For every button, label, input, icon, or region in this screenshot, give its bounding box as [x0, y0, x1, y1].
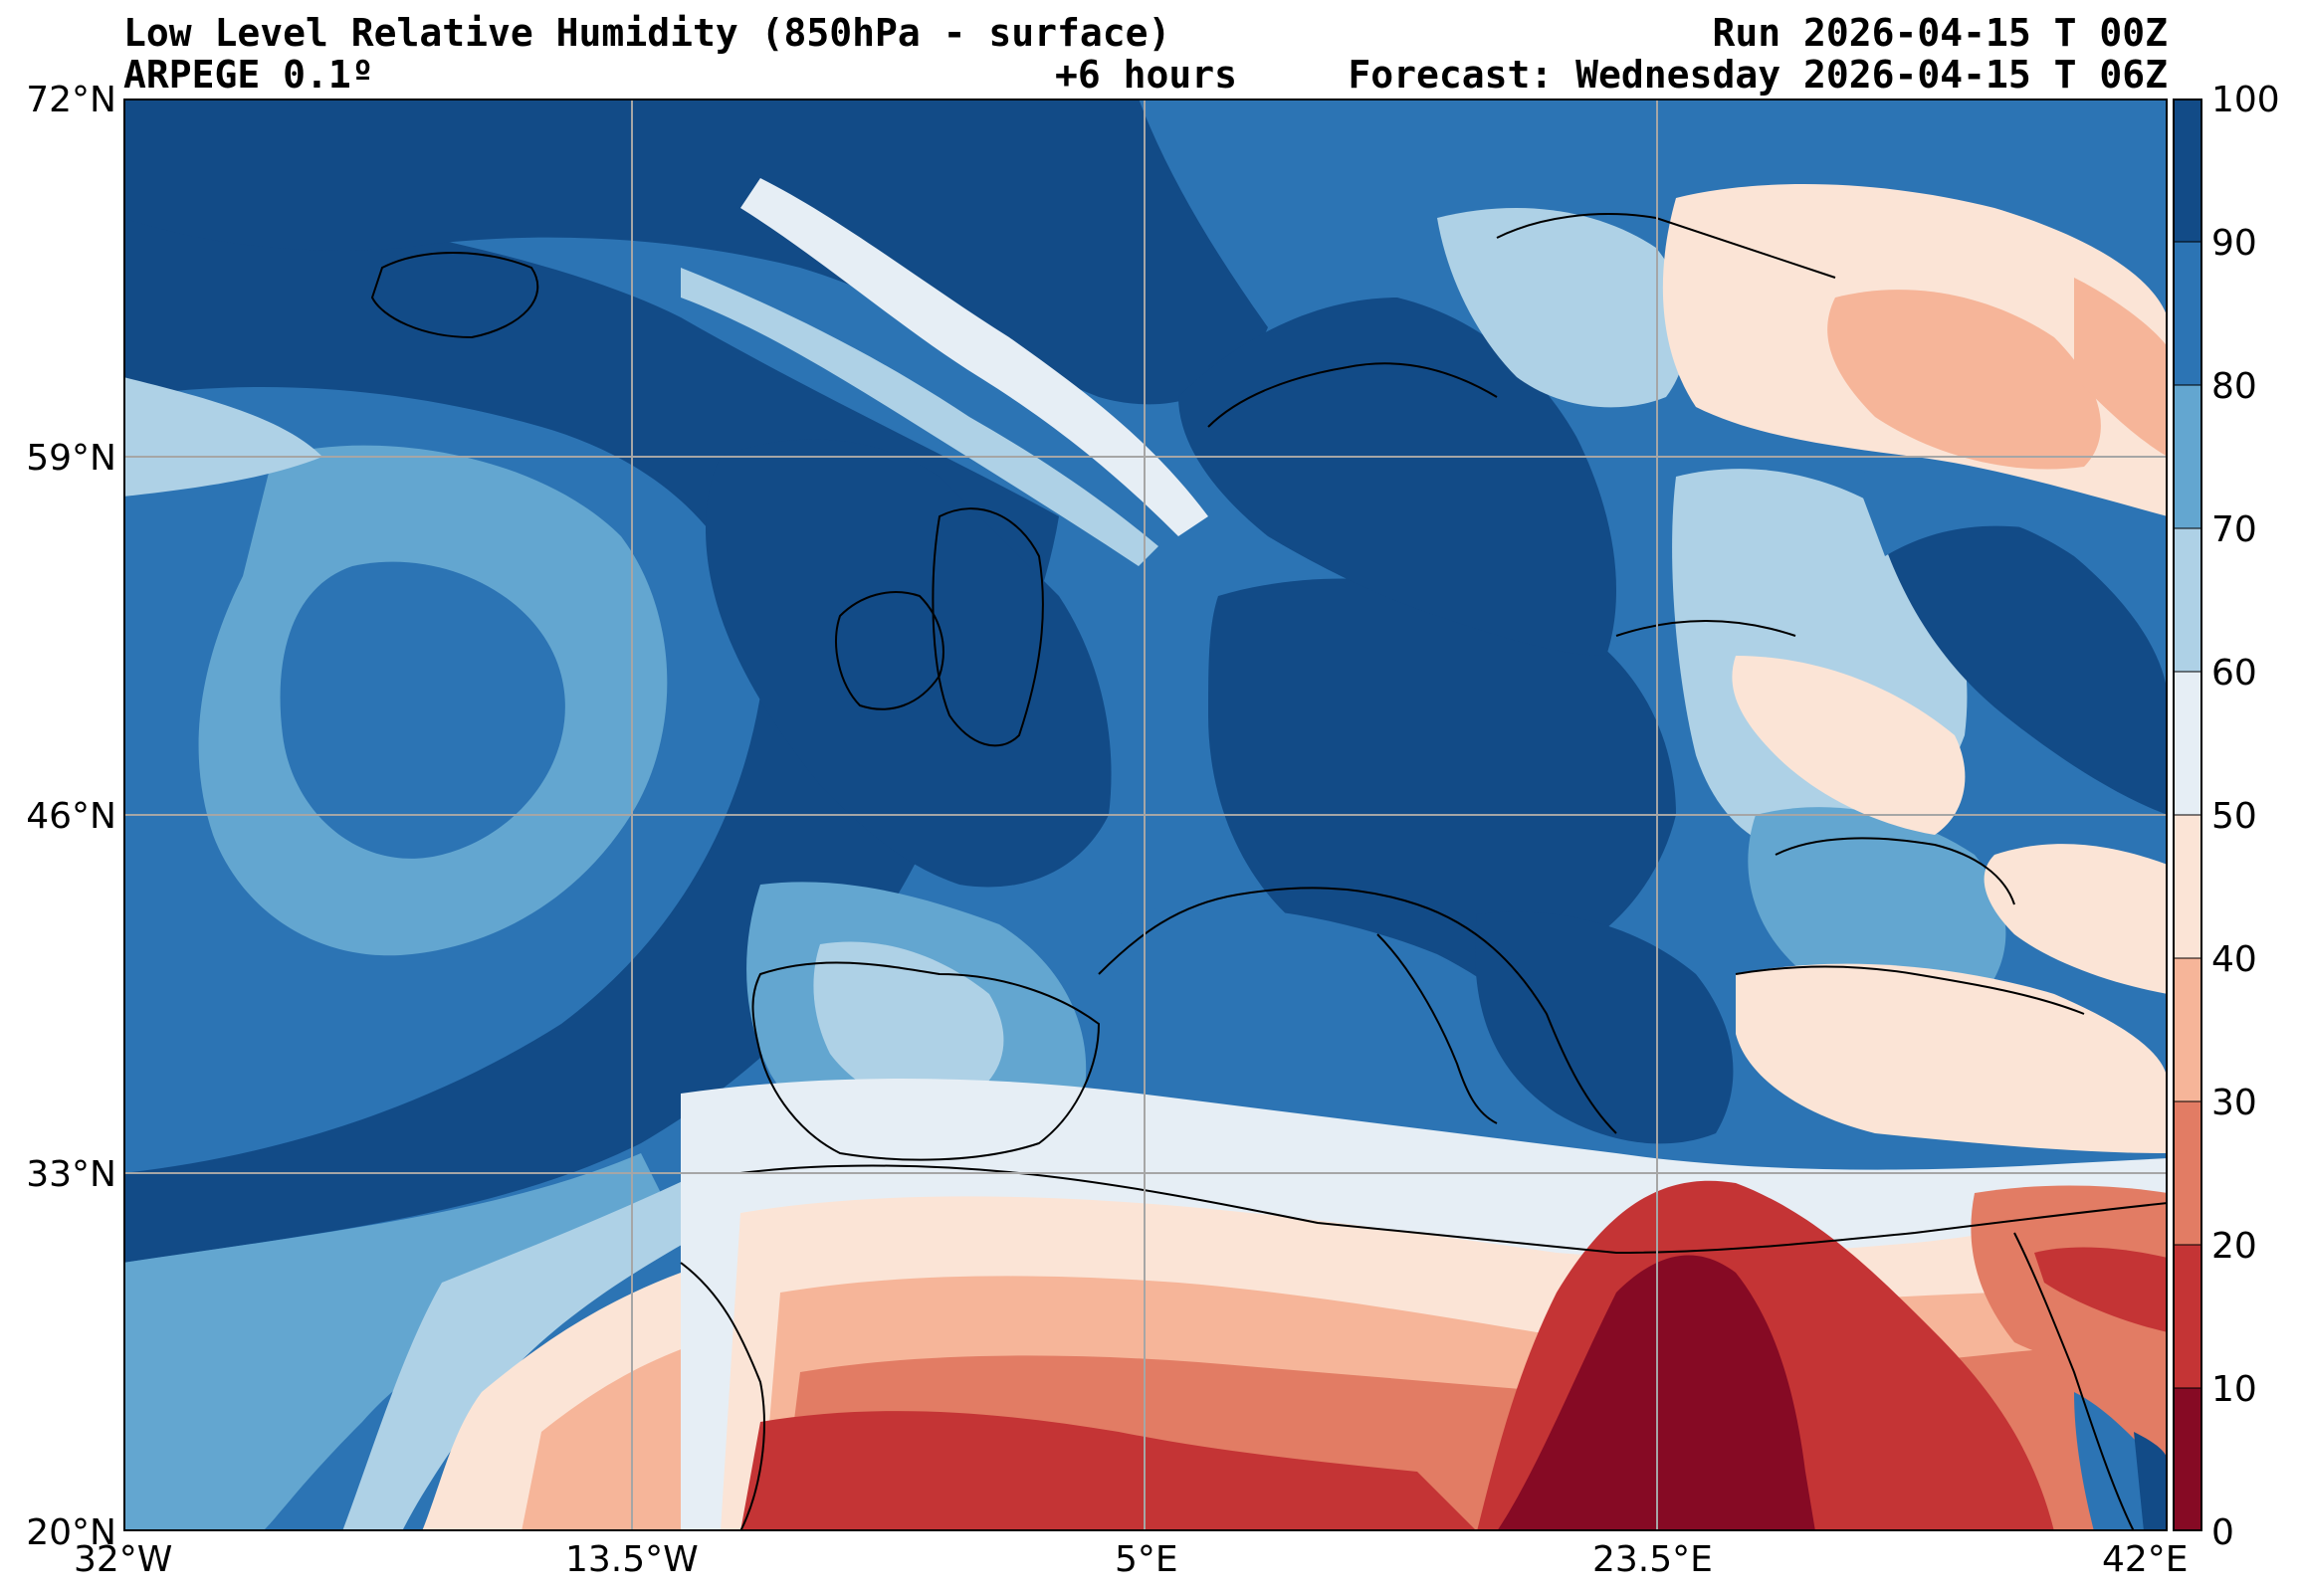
scandinavia-moist	[1178, 298, 1616, 656]
map-border	[123, 99, 2168, 1531]
colorbar-segment	[2173, 958, 2202, 1101]
forecast-label: Forecast: Wednesday 2026-04-15 T 06Z	[1348, 53, 2168, 97]
colorbar-label-50: 50	[2211, 796, 2257, 837]
iberia-light	[813, 941, 1004, 1106]
russia-moist-band	[1875, 508, 2168, 815]
russia-dry-east	[2074, 278, 2168, 457]
russia-moist-mid	[1855, 459, 2074, 556]
sahara-dry	[740, 1411, 1477, 1531]
lat-label-20: 20°N	[26, 1512, 116, 1553]
lat-label-33: 33°N	[26, 1154, 116, 1195]
lead-time-label: +6 hours	[1055, 53, 1238, 97]
colorbar-segment	[2173, 242, 2202, 385]
humidity-map	[123, 99, 2168, 1531]
lon-label-13w: 13.5°W	[565, 1539, 699, 1580]
colorbar-segment	[2173, 1101, 2202, 1245]
colorbar-label-70: 70	[2211, 509, 2257, 550]
lon-label-42e: 42°E	[2102, 1539, 2189, 1580]
dry-intrusion-inner	[681, 268, 1158, 566]
balkans-moist	[1475, 911, 1734, 1144]
colorbar-label-80: 80	[2211, 366, 2257, 407]
colorbar-border	[2173, 99, 2202, 1531]
central-europe-moist	[1208, 578, 1676, 977]
lon-label-5e: 5°E	[1115, 1539, 1178, 1580]
canary-dry-wedge	[522, 1342, 721, 1531]
caucasus-dry	[1984, 844, 2168, 994]
coastlines	[370, 213, 2168, 1531]
colorbar-segment	[2173, 815, 2202, 958]
lon-label-32w: 32°W	[74, 1539, 173, 1580]
colorbar-segment	[2173, 99, 2202, 242]
cyclone-core	[280, 561, 565, 859]
dry-intrusion-streak	[740, 178, 1208, 536]
lat-label-72: 72°N	[26, 80, 116, 120]
colorbar-label-40: 40	[2211, 939, 2257, 980]
model-label: ARPEGE 0.1º	[123, 53, 374, 97]
lat-label-59: 59°N	[26, 438, 116, 479]
graticule	[123, 99, 2168, 1531]
lon-label-23e: 23.5°E	[1592, 1539, 1713, 1580]
colorbar	[2173, 99, 2202, 1531]
scandinavia-light	[1437, 208, 1688, 408]
arabia-moist	[2134, 1432, 2168, 1531]
black-sea-region	[1748, 807, 2006, 1005]
colorbar-segment	[2173, 1245, 2202, 1388]
levant-dry	[2034, 1247, 2168, 1332]
colorbar-segment	[2173, 385, 2202, 528]
turkey-dry	[1736, 963, 2168, 1153]
colorbar-label-20: 20	[2211, 1226, 2257, 1267]
subtropical-light	[342, 1153, 760, 1531]
ukraine-dry	[1732, 656, 1966, 835]
western-europe-moist	[706, 439, 1112, 888]
map-title: Low Level Relative Humidity (850hPa - su…	[123, 11, 1171, 55]
colorbar-label-60: 60	[2211, 653, 2257, 694]
lat-label-46: 46°N	[26, 796, 116, 837]
run-label: Run 2026-04-15 T 00Z	[1712, 11, 2168, 55]
colorbar-label-0: 0	[2211, 1512, 2234, 1553]
colorbar-label-90: 90	[2211, 223, 2257, 264]
russia-dry-patch	[1827, 290, 2101, 470]
western-swirl-light	[123, 377, 322, 497]
colorbar-label-10: 10	[2211, 1369, 2257, 1410]
colorbar-segment	[2173, 1388, 2202, 1531]
colorbar-label-30: 30	[2211, 1083, 2257, 1123]
colorbar-label-100: 100	[2211, 80, 2280, 120]
colorbar-segment	[2173, 528, 2202, 672]
colorbar-segment	[2173, 672, 2202, 815]
